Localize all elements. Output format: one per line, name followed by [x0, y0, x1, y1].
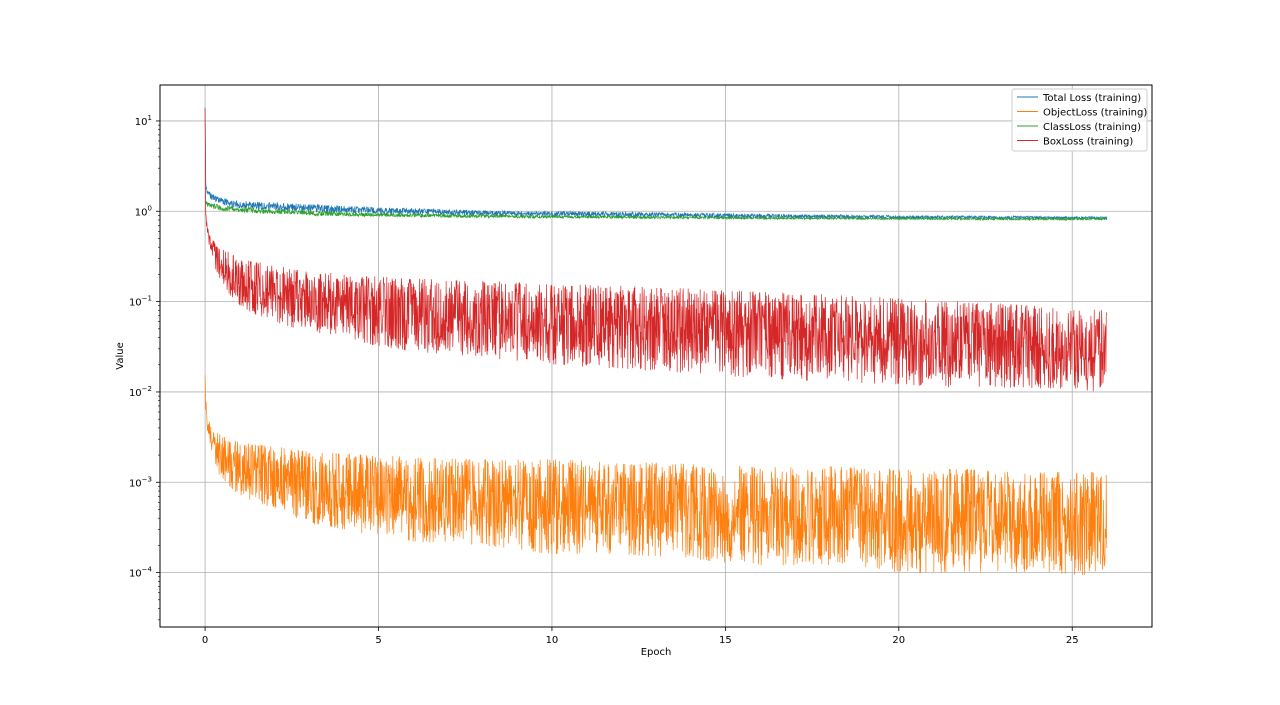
series-line [204, 107, 1108, 221]
x-tick-label: 15 [719, 635, 732, 646]
y-tick-label: 10−1 [129, 295, 152, 309]
series-line [204, 200, 1108, 222]
legend: Total Loss (training) ObjectLoss (trainin… [1011, 88, 1148, 152]
y-tick-label: 101 [135, 114, 152, 128]
series-layer [204, 107, 1108, 576]
series-classloss-training [204, 200, 1108, 222]
plot-area-frame [159, 84, 1153, 628]
legend-label: ClassLoss (training) [1043, 122, 1141, 133]
x-tick-label: 5 [375, 635, 381, 646]
legend-label: Total Loss (training) [1042, 93, 1141, 104]
series-line [204, 375, 1108, 576]
legend-label: ObjectLoss (training) [1043, 108, 1147, 119]
legend-label: BoxLoss (training) [1043, 137, 1133, 148]
y-tick-label: 100 [135, 204, 152, 218]
series-line [204, 107, 1108, 392]
x-axis-ticks: 0 5 10 15 20 25 [202, 627, 1079, 646]
y-tick-label: 10−3 [129, 475, 152, 489]
x-tick-label: 0 [202, 635, 208, 646]
series-boxloss-training [204, 107, 1108, 392]
series-total-loss-training [204, 107, 1108, 221]
x-tick-label: 25 [1066, 635, 1079, 646]
y-axis-label: Value [115, 342, 126, 369]
x-tick-label: 20 [892, 635, 905, 646]
y-axis-ticks: 10−4 10−3 10−2 10−1 100 101 [129, 114, 160, 621]
x-axis-label: Epoch [641, 647, 672, 658]
y-tick-label: 10−4 [129, 566, 153, 580]
legend-box [1011, 88, 1148, 152]
series-objectloss-training [204, 375, 1108, 576]
x-tick-label: 10 [546, 635, 559, 646]
y-tick-label: 10−2 [129, 385, 152, 399]
